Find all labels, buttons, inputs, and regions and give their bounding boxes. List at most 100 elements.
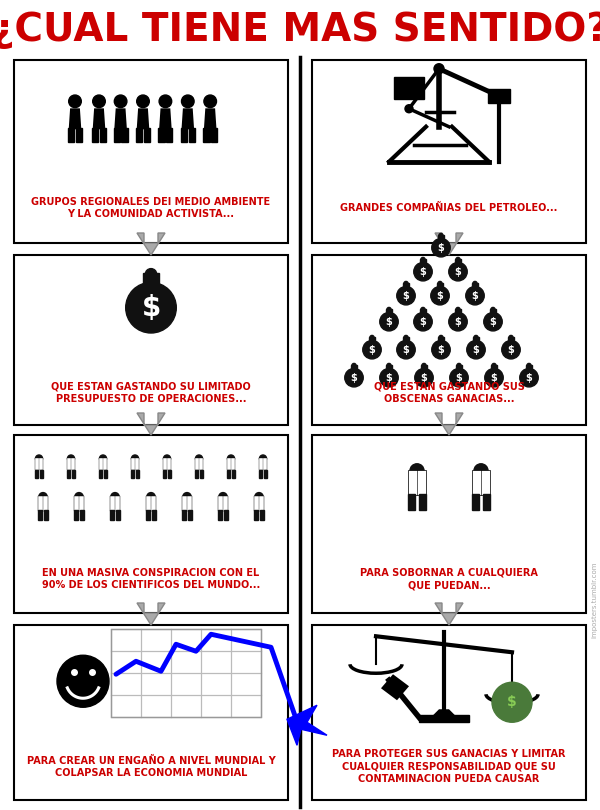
Bar <box>136 128 142 142</box>
Bar <box>455 309 461 313</box>
Circle shape <box>415 369 433 387</box>
Bar <box>38 497 48 511</box>
Bar <box>131 470 134 478</box>
Circle shape <box>484 313 502 331</box>
Circle shape <box>449 262 467 281</box>
Circle shape <box>439 233 443 237</box>
Text: $: $ <box>403 291 409 301</box>
Circle shape <box>159 95 172 108</box>
Bar <box>420 259 426 263</box>
Polygon shape <box>114 109 127 130</box>
Bar <box>14 255 288 425</box>
Text: $: $ <box>491 373 497 382</box>
Text: $: $ <box>473 345 479 355</box>
Circle shape <box>404 335 408 339</box>
Circle shape <box>363 340 381 359</box>
Circle shape <box>405 104 413 113</box>
Circle shape <box>204 95 217 108</box>
Bar <box>111 629 261 717</box>
Polygon shape <box>69 109 82 130</box>
Text: $: $ <box>386 317 392 326</box>
Text: $: $ <box>508 345 514 355</box>
Text: $: $ <box>419 317 427 326</box>
Bar <box>472 494 479 509</box>
Circle shape <box>434 64 444 74</box>
Polygon shape <box>381 674 409 701</box>
Bar <box>438 337 444 341</box>
Bar <box>369 337 375 341</box>
Circle shape <box>163 455 170 462</box>
Circle shape <box>491 308 495 312</box>
Text: $: $ <box>455 266 461 277</box>
Text: imposters.tumblr.com: imposters.tumblr.com <box>591 562 597 638</box>
Circle shape <box>414 313 432 331</box>
Bar <box>508 337 514 341</box>
Circle shape <box>93 95 106 108</box>
Bar <box>121 128 128 142</box>
Bar <box>98 470 102 478</box>
Bar <box>312 435 586 613</box>
Circle shape <box>126 283 176 333</box>
Circle shape <box>259 455 266 462</box>
Circle shape <box>145 269 157 280</box>
Circle shape <box>414 262 432 281</box>
Text: $: $ <box>472 291 478 301</box>
Bar <box>14 60 288 243</box>
Bar <box>152 510 156 520</box>
Bar <box>68 128 74 142</box>
Bar <box>194 470 198 478</box>
Circle shape <box>397 340 415 359</box>
Text: $: $ <box>507 695 517 710</box>
Bar <box>488 89 510 103</box>
Circle shape <box>527 364 531 368</box>
Bar <box>203 128 209 142</box>
Bar <box>76 128 82 142</box>
Text: QUE ESTAN GASTANDO SU LIMITADO
PRESUPUESTO DE OPERACIONES...: QUE ESTAN GASTANDO SU LIMITADO PRESUPUES… <box>51 382 251 404</box>
Circle shape <box>380 313 398 331</box>
Circle shape <box>432 340 450 359</box>
Bar <box>143 273 159 284</box>
Bar <box>67 470 70 478</box>
Text: PARA SOBORNAR A CUALQUIERA
QUE PUEDAN...: PARA SOBORNAR A CUALQUIERA QUE PUEDAN... <box>360 568 538 590</box>
Bar <box>421 365 427 369</box>
Bar <box>200 470 203 478</box>
Text: $: $ <box>437 291 443 301</box>
Circle shape <box>422 364 426 368</box>
Bar <box>100 128 106 142</box>
Bar <box>260 510 264 520</box>
Bar <box>35 458 43 471</box>
Bar <box>408 494 415 509</box>
Text: ¿CUAL TIENE MAS SENTIDO?: ¿CUAL TIENE MAS SENTIDO? <box>0 11 600 49</box>
Polygon shape <box>137 413 165 435</box>
Text: $: $ <box>419 266 427 277</box>
Text: PARA PROTEGER SUS GANACIAS Y LIMITAR
CUALQUIER RESPONSABILIDAD QUE SU
CONTAMINAC: PARA PROTEGER SUS GANACIAS Y LIMITAR CUA… <box>332 749 566 784</box>
Bar <box>259 458 268 471</box>
Text: $: $ <box>455 317 461 326</box>
Circle shape <box>345 369 363 387</box>
Circle shape <box>255 492 263 501</box>
Bar <box>163 470 166 478</box>
Circle shape <box>370 335 374 339</box>
Circle shape <box>502 340 520 359</box>
Bar <box>144 128 150 142</box>
Bar <box>224 510 228 520</box>
Bar <box>166 128 172 142</box>
Bar <box>227 458 235 471</box>
Bar <box>437 284 443 288</box>
Polygon shape <box>182 109 194 130</box>
Circle shape <box>387 308 391 312</box>
Circle shape <box>387 364 391 368</box>
Polygon shape <box>137 603 165 625</box>
Bar <box>438 235 444 239</box>
Bar <box>211 128 217 142</box>
Polygon shape <box>435 413 463 435</box>
Circle shape <box>75 492 83 501</box>
Polygon shape <box>287 706 327 745</box>
Text: $: $ <box>421 373 427 382</box>
Bar <box>40 470 43 478</box>
Circle shape <box>449 313 467 331</box>
Circle shape <box>431 287 449 305</box>
Circle shape <box>492 364 496 368</box>
Bar <box>146 497 156 511</box>
Bar <box>419 494 426 509</box>
